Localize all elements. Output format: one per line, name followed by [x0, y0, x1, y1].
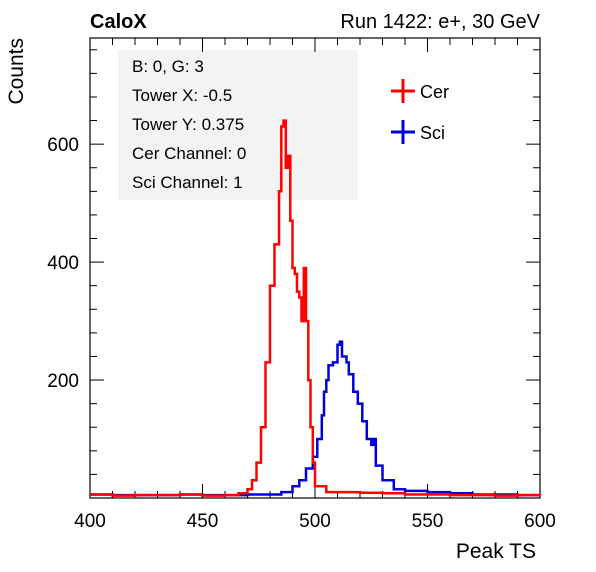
info-line-sci-channel: Sci Channel: 1	[132, 173, 243, 192]
info-line-tower-x: Tower X: -0.5	[132, 86, 232, 105]
x-axis-label: Peak TS	[456, 540, 536, 563]
info-line-tower-y: Tower Y: 0.375	[132, 115, 244, 134]
x-tick-label: 400	[74, 511, 106, 532]
legend-sci-label: Sci	[420, 123, 445, 143]
y-tick-label: 600	[47, 135, 79, 156]
info-line-cer-channel: Cer Channel: 0	[132, 144, 246, 163]
y-axis-label: Counts	[5, 38, 28, 105]
info-box: B: 0, G: 3 Tower X: -0.5 Tower Y: 0.375 …	[118, 50, 358, 200]
x-axis-tick-labels: 400 450 500 550 600	[74, 511, 556, 532]
x-tick-label: 550	[412, 511, 444, 532]
plot-area	[89, 37, 542, 499]
y-tick-label: 400	[47, 253, 79, 274]
legend-cer-label: Cer	[420, 82, 449, 102]
run-label: Run 1422: e+, 30 GeV	[340, 11, 540, 33]
y-axis-tick-labels: 200 400 600	[47, 135, 79, 392]
legend-cer-marker	[391, 79, 415, 103]
experiment-label: CaloX	[90, 11, 147, 33]
legend: Cer Sci	[391, 79, 449, 144]
x-tick-label: 450	[187, 511, 219, 532]
legend-sci-marker	[391, 120, 415, 144]
x-tick-label: 500	[299, 511, 331, 532]
info-box-background	[118, 50, 358, 200]
cer-series-line	[90, 119, 542, 497]
y-tick-label: 200	[47, 371, 79, 392]
x-tick-label: 600	[524, 511, 556, 532]
sci-series-line	[90, 340, 540, 497]
info-line-board: B: 0, G: 3	[132, 57, 204, 76]
